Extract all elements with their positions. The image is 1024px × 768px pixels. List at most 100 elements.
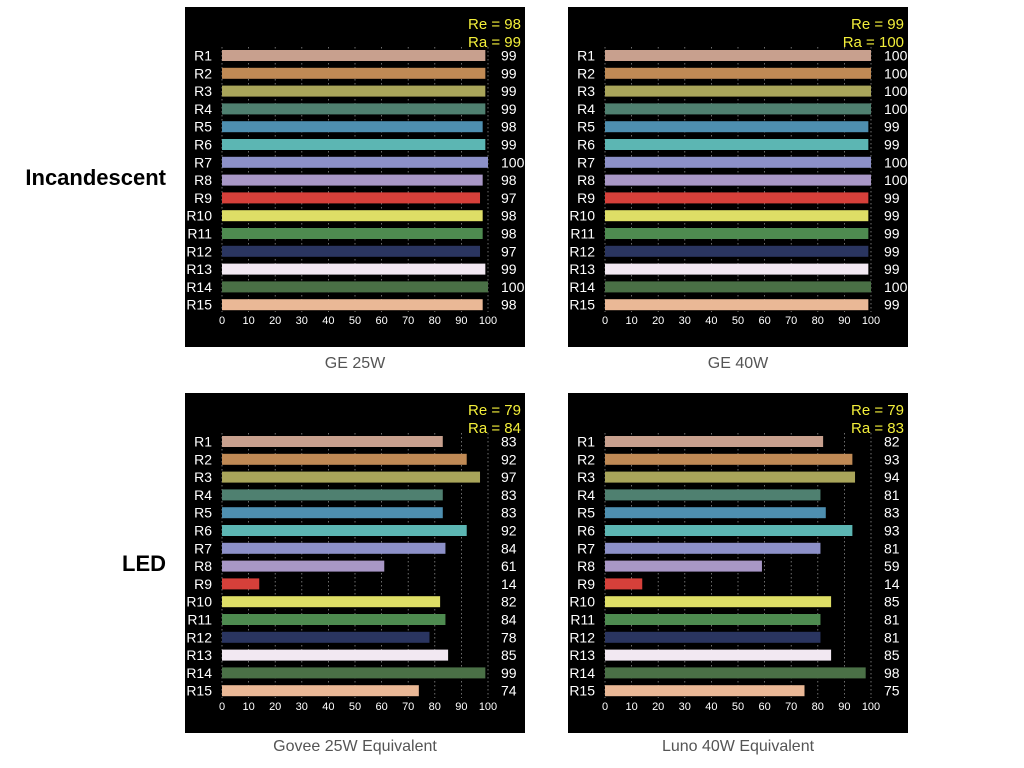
category-label: R5 (194, 505, 212, 521)
category-label: R8 (577, 558, 595, 574)
category-label: R6 (577, 137, 595, 153)
bar-r13 (605, 263, 869, 275)
value-label: 14 (501, 576, 517, 592)
value-label: 85 (501, 647, 517, 663)
category-label: R10 (186, 208, 212, 224)
value-label: 99 (501, 137, 517, 153)
value-label: 99 (501, 101, 517, 117)
category-label: R5 (577, 505, 595, 521)
bar-r15 (222, 685, 419, 697)
value-label: 83 (501, 505, 517, 521)
x-tick-label: 10 (625, 701, 637, 713)
value-label: 99 (501, 261, 517, 277)
x-tick-label: 90 (455, 315, 467, 327)
bar-r12 (605, 631, 821, 643)
value-label: 81 (884, 629, 900, 645)
value-label: 100 (884, 83, 908, 99)
x-tick-label: 40 (322, 315, 334, 327)
ra-value: Ra = 84 (468, 420, 521, 437)
category-label: R12 (569, 629, 595, 645)
ra-value: Ra = 83 (851, 420, 904, 437)
bar-r2 (605, 453, 853, 465)
category-label: R9 (577, 576, 595, 592)
value-label: 82 (501, 594, 517, 610)
x-tick-label: 30 (679, 701, 691, 713)
value-label: 100 (884, 48, 908, 64)
x-tick-label: 80 (812, 701, 824, 713)
x-tick-label: 80 (812, 315, 824, 327)
value-label: 97 (501, 243, 517, 259)
value-label: 81 (884, 540, 900, 556)
category-label: R14 (569, 279, 595, 295)
bar-r4 (605, 103, 871, 115)
value-label: 82 (884, 434, 900, 450)
chart-caption-ge-25w: GE 25W (324, 355, 386, 372)
value-label: 93 (884, 451, 900, 467)
category-label: R13 (569, 647, 595, 663)
category-label: R11 (570, 226, 595, 242)
category-label: R14 (569, 665, 595, 681)
bar-r8 (605, 174, 871, 186)
bar-r1 (222, 50, 486, 61)
bar-r13 (222, 649, 449, 661)
x-tick-label: 100 (862, 701, 880, 713)
x-tick-label: 30 (296, 315, 308, 327)
value-label: 99 (501, 665, 517, 681)
category-label: R13 (186, 647, 212, 663)
bar-r4 (222, 103, 486, 115)
category-label: R10 (569, 208, 595, 224)
x-tick-label: 0 (602, 315, 608, 327)
bar-r9 (605, 192, 869, 204)
value-label: 100 (884, 101, 908, 117)
category-label: R15 (186, 683, 212, 699)
category-label: R8 (194, 558, 212, 574)
category-label: R5 (577, 119, 595, 135)
bar-r8 (222, 174, 483, 186)
x-tick-label: 90 (838, 701, 850, 713)
x-tick-label: 20 (652, 701, 664, 713)
category-label: R13 (569, 261, 595, 277)
bar-r6 (605, 139, 869, 150)
value-label: 81 (884, 487, 900, 503)
value-label: 85 (884, 594, 900, 610)
category-label: R9 (194, 190, 212, 206)
x-tick-label: 60 (375, 315, 387, 327)
x-tick-label: 60 (758, 701, 770, 713)
bar-r6 (222, 139, 486, 150)
bar-r3 (605, 85, 871, 97)
bar-r7 (222, 542, 446, 554)
x-tick-label: 40 (322, 701, 334, 713)
bar-r9 (605, 578, 643, 590)
category-label: R7 (577, 540, 595, 556)
bar-r14 (605, 281, 871, 293)
bar-r11 (222, 228, 483, 239)
category-label: R7 (194, 154, 212, 170)
bar-r14 (222, 281, 488, 293)
bar-r3 (222, 85, 486, 97)
bar-r6 (222, 525, 467, 536)
chart-panel-govee-25w: Re = 79 Ra = 84 R1 83 R2 92 R3 97 R4 83 R5 83 R6 92 R7… (185, 393, 525, 733)
bar-r11 (605, 614, 821, 625)
chart-panel-luno-40w: Re = 79 Ra = 83 R1 82 R2 93 R3 94 R4 81 R5 83 R6 93 R7… (568, 393, 908, 733)
value-label: 100 (884, 65, 908, 81)
category-label: R7 (577, 154, 595, 170)
value-label: 99 (884, 261, 900, 277)
re-value: Re = 98 (468, 16, 521, 33)
value-label: 74 (501, 683, 517, 699)
category-label: R3 (577, 469, 595, 485)
bar-r15 (605, 685, 805, 697)
category-label: R2 (577, 65, 595, 81)
value-label: 85 (884, 647, 900, 663)
category-label: R9 (577, 190, 595, 206)
value-label: 100 (884, 172, 908, 188)
value-label: 99 (884, 297, 900, 313)
x-tick-label: 30 (679, 315, 691, 327)
value-label: 98 (501, 226, 517, 242)
chart-caption-luno-40w: Luno 40W Equivalent (661, 738, 815, 755)
x-tick-label: 80 (429, 701, 441, 713)
value-label: 99 (501, 48, 517, 64)
bar-r5 (605, 121, 869, 133)
x-tick-label: 30 (296, 701, 308, 713)
